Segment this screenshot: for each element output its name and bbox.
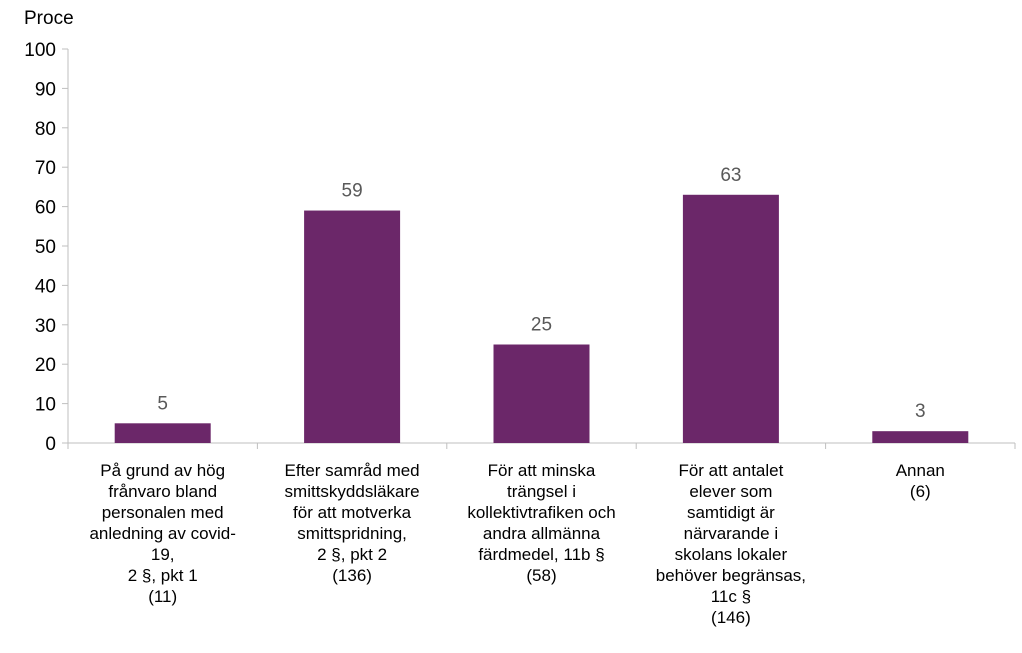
bar-2 — [493, 344, 590, 443]
category-label-4: Annan (6) — [895, 461, 945, 501]
category-label-0: På grund av hög frånvaro bland personale… — [89, 461, 236, 606]
y-axis-unit-label: Proce — [24, 8, 74, 29]
y-tick-label-30: 30 — [35, 316, 56, 337]
data-label-4: 3 — [915, 401, 926, 422]
y-tick-label-100: 100 — [24, 40, 56, 61]
y-tick-label-70: 70 — [35, 158, 56, 179]
data-label-3: 63 — [720, 165, 741, 186]
bar-1 — [304, 210, 401, 443]
y-tick-label-0: 0 — [45, 434, 56, 455]
category-label-2: För att minska trängsel i kollektivtrafi… — [467, 461, 616, 585]
bar-4 — [872, 431, 969, 443]
bar-0 — [114, 423, 211, 443]
y-tick-label-10: 10 — [35, 395, 56, 416]
data-label-1: 59 — [342, 181, 363, 202]
data-label-2: 25 — [531, 315, 552, 336]
y-tick-label-60: 60 — [35, 198, 56, 219]
data-label-0: 5 — [157, 393, 168, 414]
bar-3 — [682, 194, 779, 443]
category-label-1: Efter samråd med smittskyddsläkare för a… — [284, 461, 420, 585]
y-tick-label-50: 50 — [35, 237, 56, 258]
y-tick-label-80: 80 — [35, 119, 56, 140]
category-label-3: För att antalet elever som samtidigt är … — [655, 461, 807, 627]
y-tick-label-90: 90 — [35, 79, 56, 100]
y-tick-label-40: 40 — [35, 276, 56, 297]
y-tick-label-20: 20 — [35, 355, 56, 376]
